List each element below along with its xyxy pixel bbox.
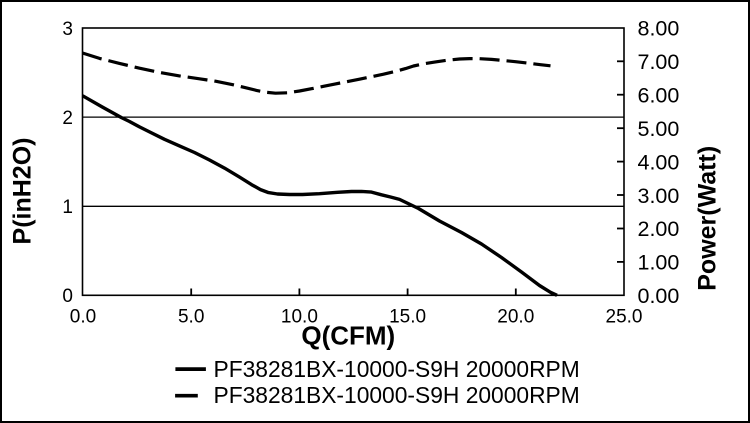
svg-text:0.00: 0.00 [638,284,680,308]
svg-text:5.00: 5.00 [638,117,680,141]
svg-text:25.0: 25.0 [606,307,643,328]
svg-text:0: 0 [62,286,73,307]
svg-text:3: 3 [62,19,73,40]
svg-text:PF38281BX-10000-S9H 20000RPM: PF38281BX-10000-S9H 20000RPM [214,356,580,382]
svg-text:6.00: 6.00 [638,84,680,108]
svg-text:1.00: 1.00 [638,251,680,275]
svg-text:1: 1 [62,197,73,218]
svg-text:20.0: 20.0 [497,307,534,328]
svg-text:P(inH2O): P(inH2O) [9,138,37,245]
svg-text:Q(CFM): Q(CFM) [301,321,395,351]
svg-text:3.00: 3.00 [638,184,680,208]
svg-text:2: 2 [62,108,73,129]
svg-text:5.0: 5.0 [178,307,204,328]
svg-text:0.0: 0.0 [70,307,96,328]
svg-text:Power(Watt): Power(Watt) [694,146,722,291]
svg-text:7.00: 7.00 [638,50,680,74]
svg-text:4.00: 4.00 [638,150,680,174]
svg-text:15.0: 15.0 [389,307,426,328]
svg-text:8.00: 8.00 [638,17,680,41]
svg-text:10.0: 10.0 [281,307,318,328]
svg-text:PF38281BX-10000-S9H 20000RPM: PF38281BX-10000-S9H 20000RPM [214,382,580,408]
svg-text:2.00: 2.00 [638,217,680,241]
